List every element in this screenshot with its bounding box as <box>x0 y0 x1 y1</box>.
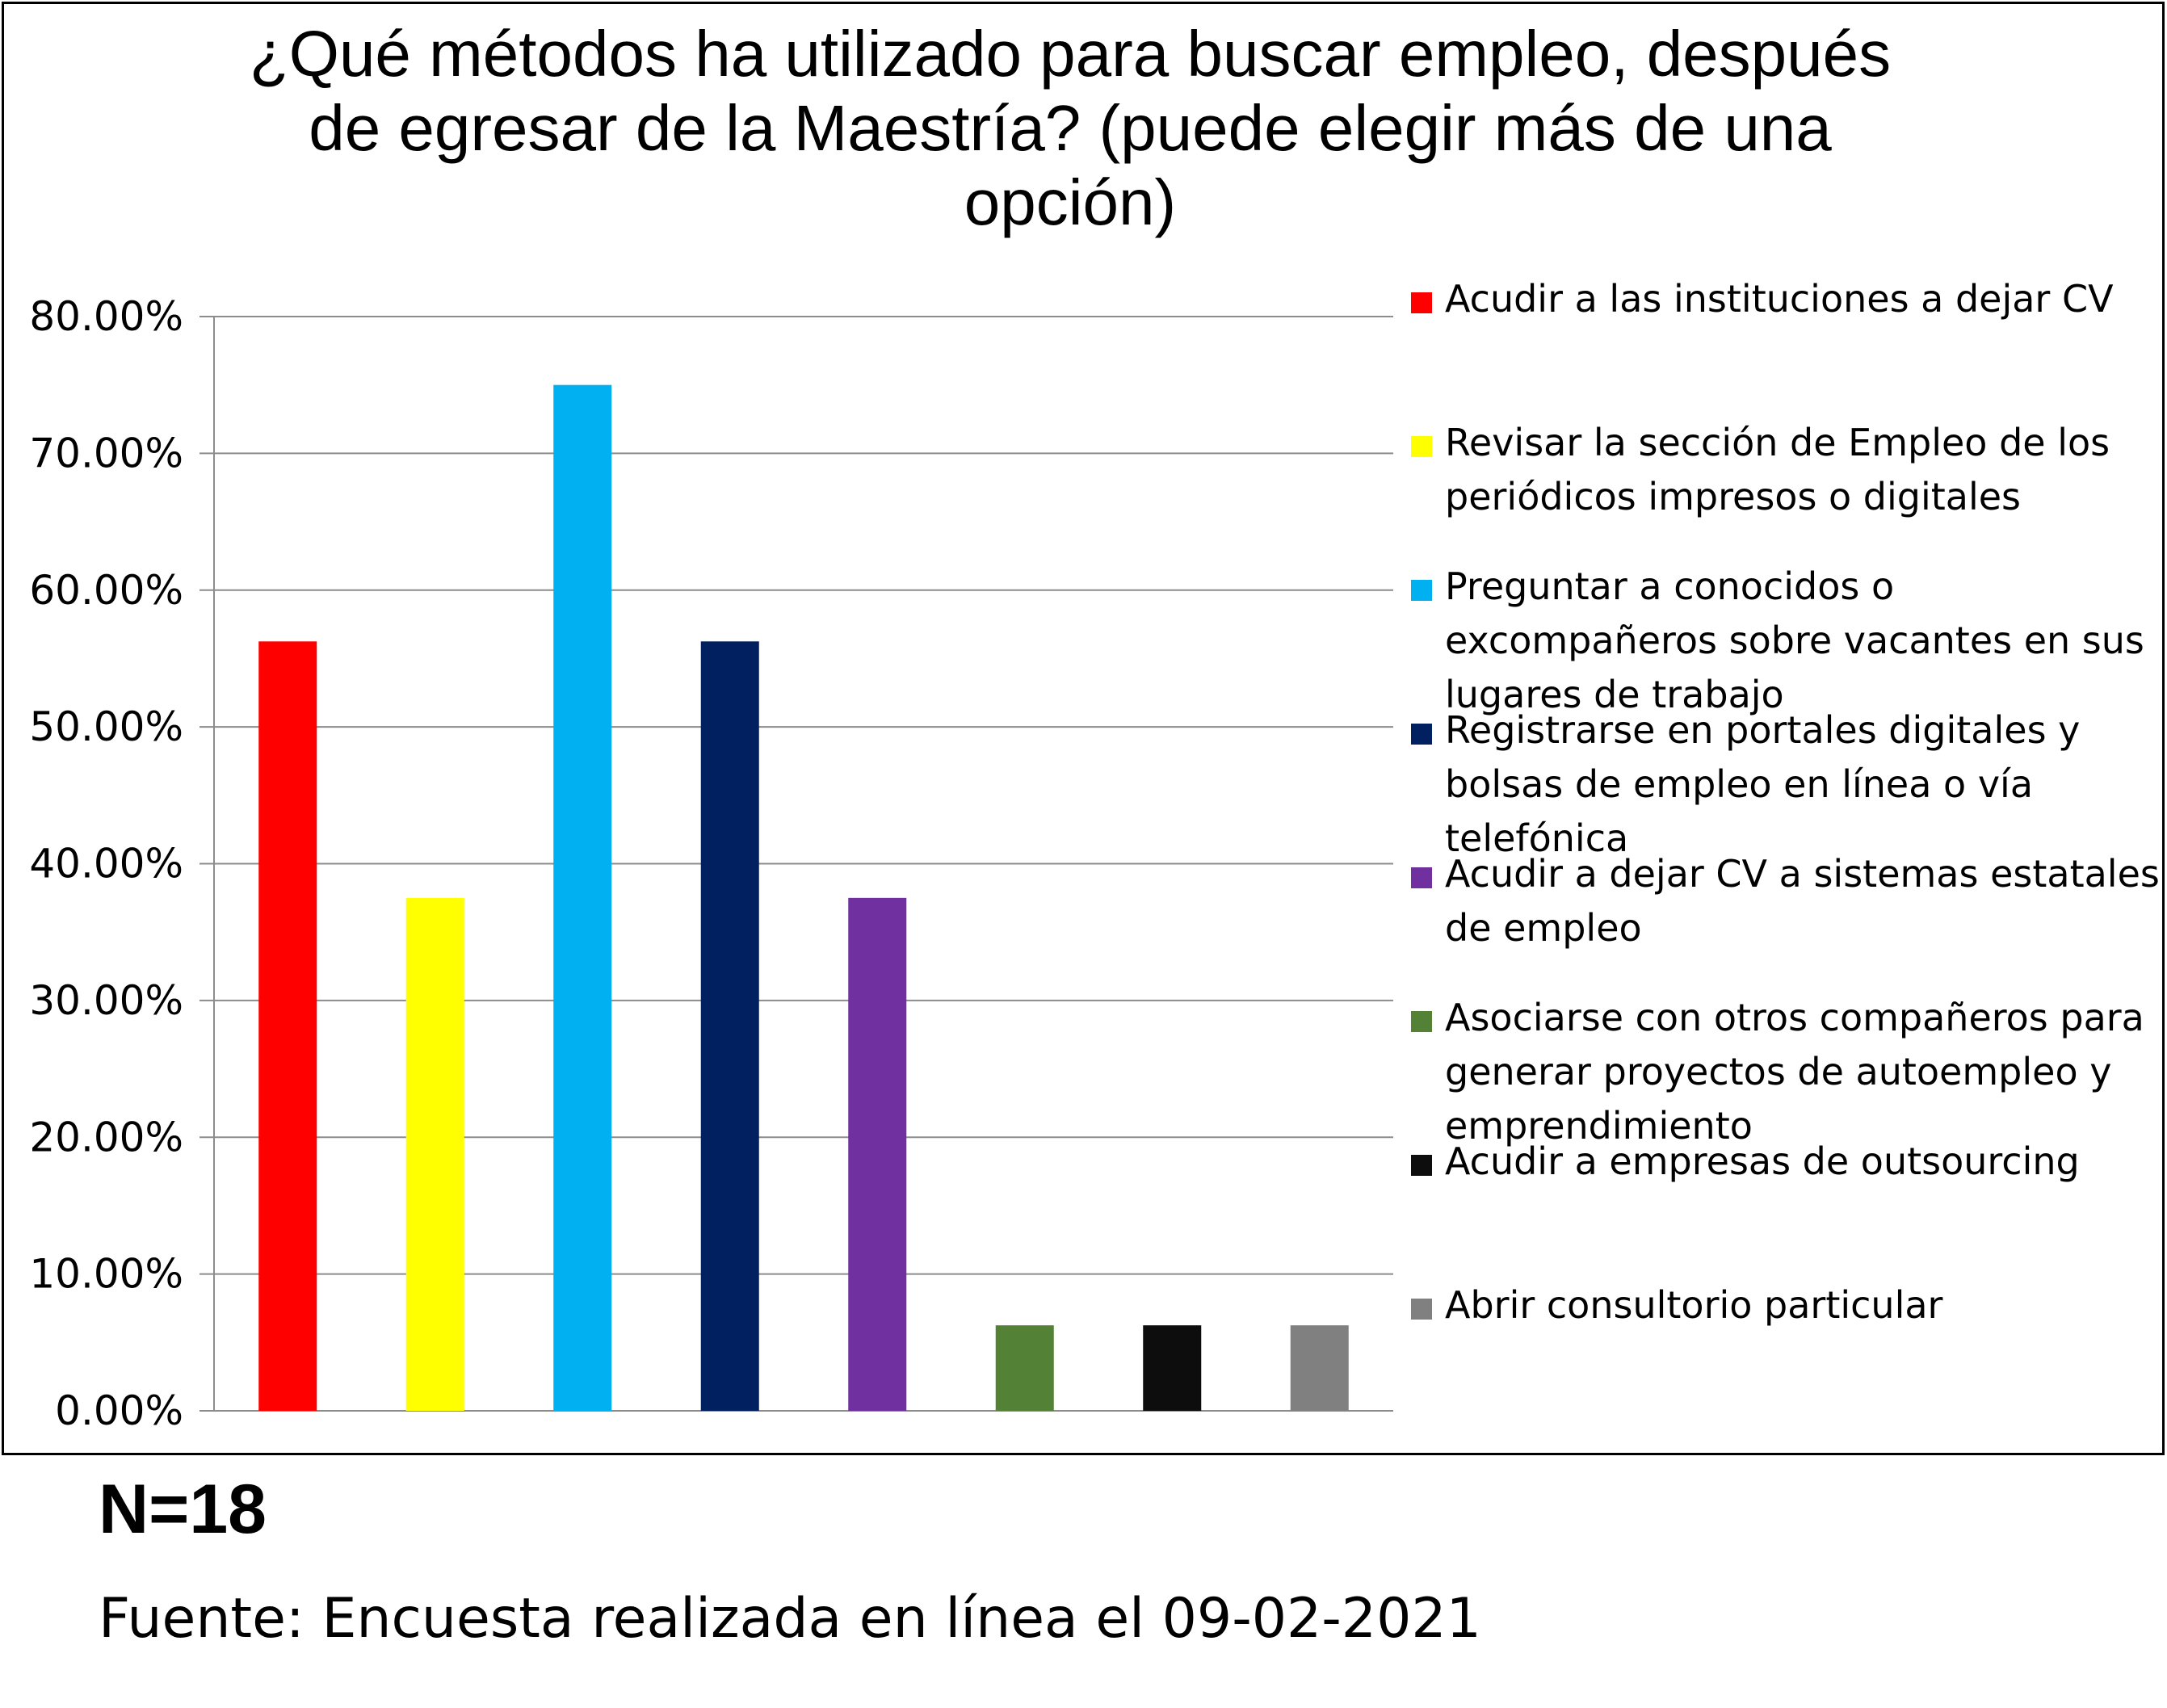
legend-entry: Registrarse en portales digitales y <box>1445 708 2080 752</box>
bar <box>700 641 759 1411</box>
legend-entry: bolsas de empleo en línea o vía <box>1445 762 2033 806</box>
legend-swatch <box>1411 580 1432 601</box>
legend-swatch <box>1411 724 1432 745</box>
y-tick-label: 60.00% <box>29 567 183 614</box>
bar <box>1143 1325 1202 1411</box>
y-axis: 0.00% 10.00% 20.00% 30.00% 40.00% 50.00% 60.00… <box>29 293 215 1434</box>
sample-size-label: N=18 <box>99 1471 267 1548</box>
bar <box>405 897 464 1411</box>
legend-swatch <box>1411 1155 1432 1176</box>
legend-swatch <box>1411 1011 1432 1032</box>
bar-chart: 0.00% 10.00% 20.00% 30.00% 40.00% 50.00% 60.00… <box>29 277 2160 1434</box>
bar <box>995 1325 1054 1411</box>
legend-swatch <box>1411 436 1432 457</box>
legend-swatch <box>1411 867 1432 888</box>
legend-entry: emprendimiento <box>1445 1104 1753 1148</box>
legend-entry: Acudir a dejar CV a sistemas estatales <box>1445 852 2160 896</box>
y-tick-label: 0.00% <box>55 1387 183 1434</box>
legend-entry: Acudir a empresas de outsourcing <box>1445 1139 2080 1183</box>
y-tick-label: 70.00% <box>29 430 183 476</box>
legend-entry: lugares de trabajo <box>1445 673 1784 716</box>
bar <box>258 641 317 1411</box>
bars <box>258 384 1349 1411</box>
bar <box>1290 1325 1349 1411</box>
chart-frame: ¿Qué métodos ha utilizado para buscar em… <box>2 2 2165 1455</box>
legend-entry: Abrir consultorio particular <box>1445 1283 1943 1327</box>
legend-entry: Revisar la sección de Empleo de los <box>1445 421 2110 464</box>
grid-lines <box>199 316 1393 1412</box>
legend-entry: generar proyectos de autoempleo y <box>1445 1050 2111 1093</box>
bar <box>848 897 907 1411</box>
legend-entry: telefónica <box>1445 816 1628 860</box>
source-label: Fuente: Encuesta realizada en línea el 0… <box>99 1587 1481 1651</box>
legend-swatch <box>1411 292 1432 313</box>
legend-entry: Preguntar a conocidos o <box>1445 564 1894 608</box>
chart-title: ¿Qué métodos ha utilizado para buscar em… <box>249 18 1892 238</box>
bar <box>553 384 612 1411</box>
y-tick-label: 40.00% <box>29 841 183 888</box>
legend-entry: Acudir a las instituciones a dejar CV <box>1445 277 2114 321</box>
y-tick-label: 30.00% <box>29 977 183 1024</box>
legend-entry: de empleo <box>1445 906 1642 950</box>
legend-swatch <box>1411 1299 1432 1320</box>
y-tick-label: 50.00% <box>29 703 183 750</box>
legend-entry: Asociarse con otros compañeros para <box>1445 996 2144 1039</box>
y-tick-label: 20.00% <box>29 1114 183 1160</box>
legend-entry: excompañeros sobre vacantes en sus <box>1445 619 2144 662</box>
y-tick-label: 10.00% <box>29 1251 183 1298</box>
legend-entry: periódicos impresos o digitales <box>1445 475 2021 518</box>
y-tick-label: 80.00% <box>29 293 183 340</box>
legend: Acudir a las instituciones a dejar CV Rev… <box>1411 277 2160 1327</box>
